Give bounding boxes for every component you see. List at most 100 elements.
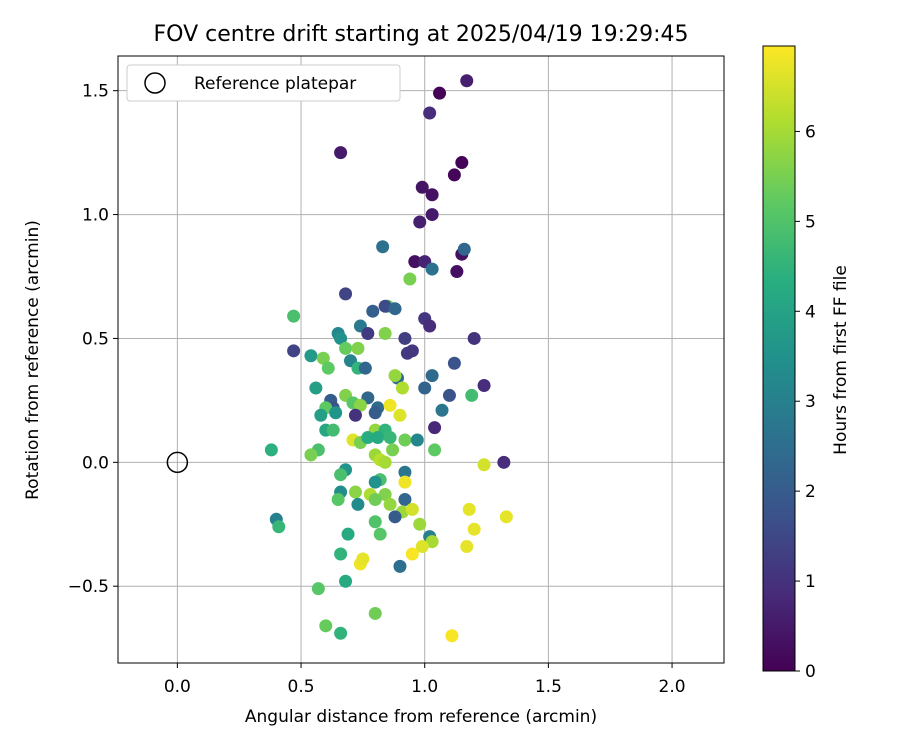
scatter-point — [386, 443, 400, 457]
scatter-point — [445, 629, 459, 643]
scatter-point — [405, 502, 419, 516]
scatter-point — [264, 443, 278, 457]
colorbar-tick-label: 5 — [805, 212, 816, 232]
scatter-point — [334, 547, 348, 561]
scatter-point — [388, 369, 402, 383]
x-tick-label: 0.5 — [288, 677, 315, 697]
scatter-point — [428, 421, 442, 435]
scatter-point — [415, 180, 429, 194]
scatter-point — [331, 492, 345, 506]
scatter-point — [393, 408, 407, 422]
x-axis-ticks: 0.0 0.5 1.0 1.5 2.0 — [164, 663, 686, 697]
scatter-point — [373, 527, 387, 541]
scatter-point — [319, 619, 333, 633]
scatter-point — [398, 433, 412, 447]
scatter-point — [425, 188, 439, 202]
scatter-point — [395, 381, 409, 395]
scatter-point — [425, 535, 439, 549]
scatter-point — [316, 351, 330, 365]
y-axis-label: Rotation from reference (arcmin) — [23, 220, 43, 500]
chart-title: FOV centre drift starting at 2025/04/19 … — [154, 22, 689, 47]
scatter-point — [403, 272, 417, 286]
scatter-point — [368, 475, 382, 489]
colorbar-ticks: 0 1 2 3 4 5 6 — [795, 122, 816, 682]
scatter-point — [309, 381, 323, 395]
y-axis-ticks: −0.5 0.0 0.5 1.0 1.5 — [68, 82, 118, 597]
scatter-point — [361, 431, 375, 445]
legend-box — [126, 64, 401, 102]
scatter-point — [334, 626, 348, 640]
scatter-point — [477, 458, 491, 472]
scatter-point — [368, 406, 382, 420]
scatter-point — [361, 326, 375, 340]
scatter-point — [393, 559, 407, 573]
colorbar-label: Hours from first FF file — [831, 265, 851, 455]
x-tick-label: 0.0 — [164, 677, 191, 697]
scatter-point — [462, 502, 476, 516]
scatter-point — [334, 468, 348, 482]
scatter-point — [341, 527, 355, 541]
scatter-point — [425, 262, 439, 276]
scatter-point — [376, 240, 390, 254]
scatter-point — [455, 156, 469, 170]
y-tick-label: 0.5 — [82, 329, 109, 349]
reference-marker — [166, 451, 189, 474]
scatter-point — [339, 574, 353, 588]
legend-entry-label: Reference platepar — [194, 74, 356, 94]
scatter-point — [447, 356, 461, 370]
scatter-point — [398, 465, 412, 479]
scatter-point — [378, 299, 392, 313]
legend-marker-icon — [144, 72, 166, 94]
scatter-point — [287, 344, 301, 358]
colorbar-tick-label: 2 — [805, 482, 816, 502]
scatter-point — [398, 475, 412, 489]
scatter-point — [423, 319, 437, 333]
scatter-point — [460, 540, 474, 554]
scatter-point — [415, 540, 429, 554]
scatter-point — [383, 398, 397, 412]
x-axis-label: Angular distance from reference (arcmin) — [245, 707, 597, 727]
scatter-point — [351, 341, 365, 355]
scatter-point — [287, 309, 301, 323]
scatter-point — [378, 455, 392, 469]
scatter-point — [368, 606, 382, 620]
scatter-point — [378, 488, 392, 502]
scatter-point — [477, 379, 491, 393]
scatter-point — [368, 515, 382, 529]
legend: Reference platepar — [126, 64, 401, 102]
colorbar-gradient — [762, 45, 796, 672]
x-tick-label: 2.0 — [659, 677, 686, 697]
scatter-point — [329, 406, 343, 420]
scatter-point — [413, 517, 427, 531]
scatter-point — [467, 522, 481, 536]
scatter-point — [413, 215, 427, 229]
scatter-point — [339, 341, 353, 355]
colorbar-tick-label: 4 — [805, 302, 816, 322]
scatter-point — [356, 552, 370, 566]
scatter-point — [351, 497, 365, 511]
plot-area — [117, 55, 725, 664]
scatter-point — [311, 582, 325, 596]
scatter-point — [321, 361, 335, 375]
scatter-point — [383, 431, 397, 445]
scatter-point — [348, 485, 362, 499]
colorbar-tick-label: 0 — [805, 662, 816, 682]
scatter-point — [358, 361, 372, 375]
grid — [118, 56, 724, 663]
scatter-point — [499, 510, 513, 524]
scatter-point — [425, 369, 439, 383]
scatter-point — [326, 423, 340, 437]
scatter-point — [428, 443, 442, 457]
scatter-point — [388, 302, 402, 316]
scatter-point — [433, 86, 447, 100]
scatter-point — [497, 455, 511, 469]
y-tick-label: 1.5 — [82, 82, 109, 102]
plot-frame — [117, 55, 725, 664]
scatter-point — [304, 448, 318, 462]
scatter-point — [418, 381, 432, 395]
scatter-point — [368, 492, 382, 506]
colorbar-tick-label: 6 — [805, 122, 816, 142]
colorbar-tick-label: 1 — [805, 572, 816, 592]
scatter-point — [334, 146, 348, 160]
